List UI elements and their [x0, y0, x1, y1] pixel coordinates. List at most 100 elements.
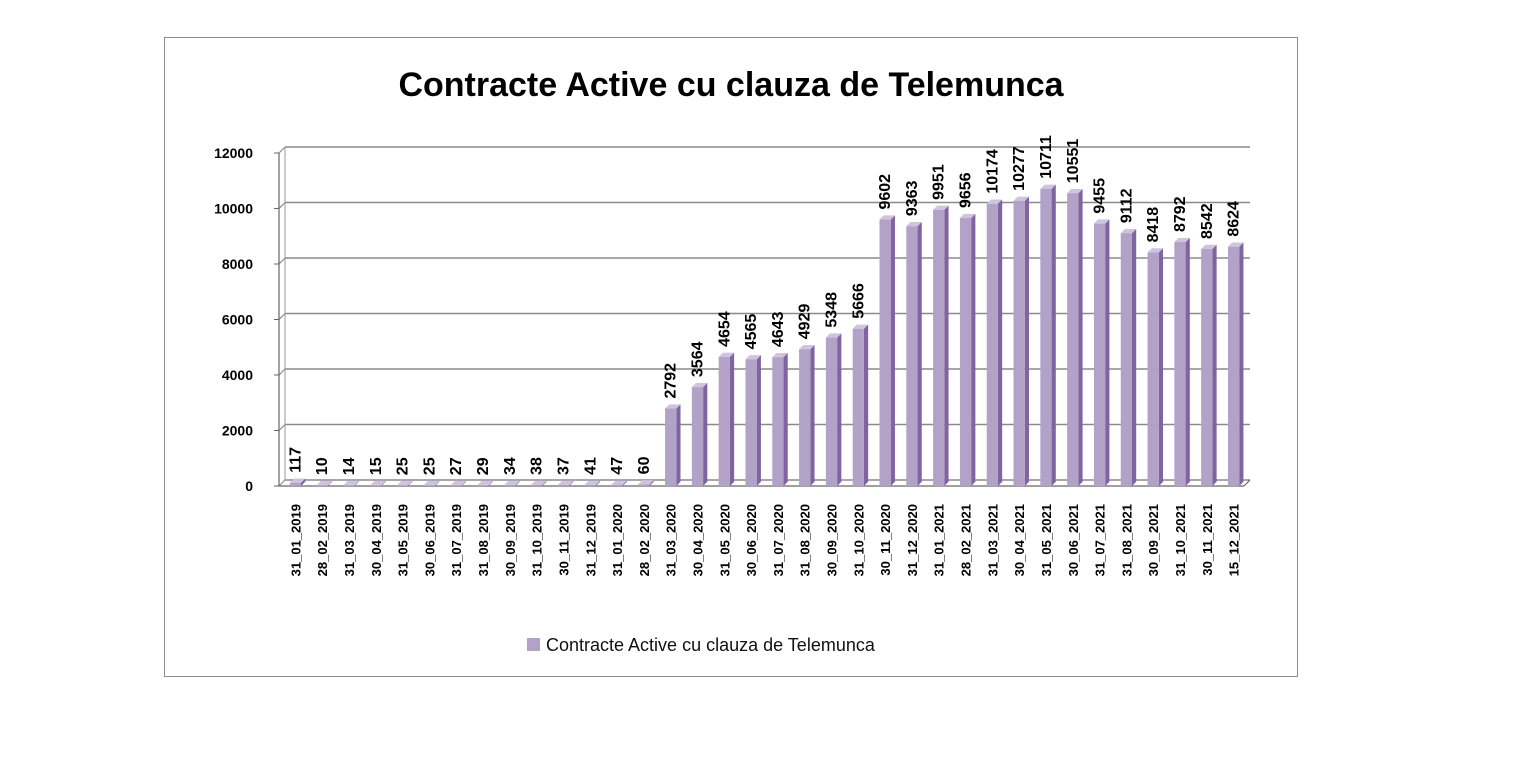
bar [638, 480, 654, 486]
floor-right-edge [1243, 479, 1251, 487]
bar-front [745, 359, 757, 486]
bar-side [542, 480, 547, 486]
bar-top [879, 215, 895, 220]
bar-front [370, 485, 382, 486]
bar-side [971, 213, 976, 486]
bar-front [557, 484, 570, 486]
bar [1174, 237, 1190, 486]
bar-front [504, 485, 516, 486]
x-tick-label: 30_06_2020 [744, 504, 759, 576]
gridline-depth [278, 479, 286, 487]
x-tick-label: 30_06_2019 [422, 504, 437, 576]
bar-front [1093, 223, 1106, 486]
bar-front [289, 482, 302, 486]
bar [423, 481, 440, 486]
data-label: 10174 [984, 149, 1001, 194]
bar [611, 480, 627, 486]
data-label: 4565 [743, 314, 760, 350]
bar-front [423, 485, 436, 486]
bar-side [1132, 228, 1137, 486]
bar-top [423, 481, 440, 486]
bar [1067, 189, 1083, 486]
bar-top [933, 205, 949, 210]
bar-top [343, 481, 359, 486]
data-label: 25 [421, 457, 438, 475]
data-label: 41 [582, 457, 599, 475]
bar-front [691, 387, 704, 486]
data-label: 10711 [1038, 135, 1055, 179]
gridline-depth [278, 313, 286, 320]
data-label: 9951 [931, 164, 948, 200]
bar-side [890, 215, 895, 487]
data-label: 5666 [850, 283, 867, 319]
bar-side [703, 382, 708, 486]
x-tick-label: 31_03_2020 [664, 504, 679, 576]
bar-side [301, 478, 306, 486]
data-label: 10277 [1011, 146, 1028, 191]
bar-top [1174, 237, 1190, 243]
x-tick-label: 31_07_2020 [771, 504, 786, 576]
gridline-depth [278, 424, 286, 431]
x-tick-label: 30_11_2021 [1200, 504, 1215, 576]
x-tick-label: 30_04_2019 [369, 504, 384, 576]
x-tick-label: 30_11_2020 [878, 504, 893, 576]
bar-side [1024, 196, 1029, 486]
x-tick-label: 31_10_2020 [851, 504, 866, 576]
bar-side [1078, 189, 1083, 486]
x-tick-label: 31_05_2019 [396, 504, 411, 576]
data-label: 2792 [663, 363, 680, 399]
bar-side [595, 480, 601, 486]
bar-front [665, 408, 677, 486]
bar [906, 221, 922, 486]
bar-top [531, 480, 547, 485]
bar-top [611, 480, 627, 485]
x-tick-label: 31_12_2019 [583, 504, 598, 576]
bar-side [327, 481, 333, 486]
bar [1013, 196, 1029, 487]
bar [531, 480, 547, 486]
x-tick-label: 30_09_2019 [503, 504, 518, 576]
bar-side [1239, 242, 1244, 486]
data-label: 5348 [824, 292, 841, 328]
bar-front [611, 484, 623, 486]
x-tick-label: 31_03_2021 [985, 504, 1000, 576]
bar [477, 480, 493, 486]
x-tick-label: 31_08_2021 [1119, 504, 1134, 576]
bar [1120, 228, 1137, 486]
data-label: 14 [341, 457, 358, 475]
bar-front [1067, 193, 1079, 486]
bar-top [959, 213, 976, 219]
bar-top [316, 481, 333, 486]
bar-side [837, 333, 842, 486]
bar [557, 480, 574, 486]
bar [852, 324, 869, 486]
bar [718, 352, 735, 486]
bar [1227, 242, 1244, 486]
data-label: 15 [368, 457, 385, 475]
bar-chart: Contracte Active cu clauza de Telemunca … [214, 66, 1251, 655]
bar-top [691, 382, 708, 388]
x-tick-label: 28_02_2021 [959, 504, 974, 576]
y-tick-label: 0 [245, 478, 253, 494]
bar-front [825, 337, 838, 486]
bar-side [649, 480, 654, 486]
bar-front [396, 485, 409, 486]
data-label: 4643 [770, 311, 787, 347]
bar-top [1067, 189, 1083, 194]
x-tick-label: 15_12_2021 [1227, 504, 1242, 576]
bar-side [810, 345, 815, 486]
data-label: 34 [502, 457, 519, 475]
bar [665, 404, 681, 486]
legend: Contracte Active cu clauza de Telemunca [527, 635, 876, 655]
y-tick-label: 12000 [214, 145, 253, 161]
bar-side [569, 480, 574, 486]
bar-front [1147, 252, 1159, 486]
bar [745, 355, 761, 486]
bar-top [745, 355, 761, 360]
bar [691, 382, 708, 486]
data-label: 60 [636, 456, 653, 474]
x-tick-label: 31_10_2021 [1173, 504, 1188, 576]
bar-top [638, 480, 654, 485]
data-label: 38 [529, 457, 546, 475]
data-label: 9455 [1092, 178, 1109, 214]
